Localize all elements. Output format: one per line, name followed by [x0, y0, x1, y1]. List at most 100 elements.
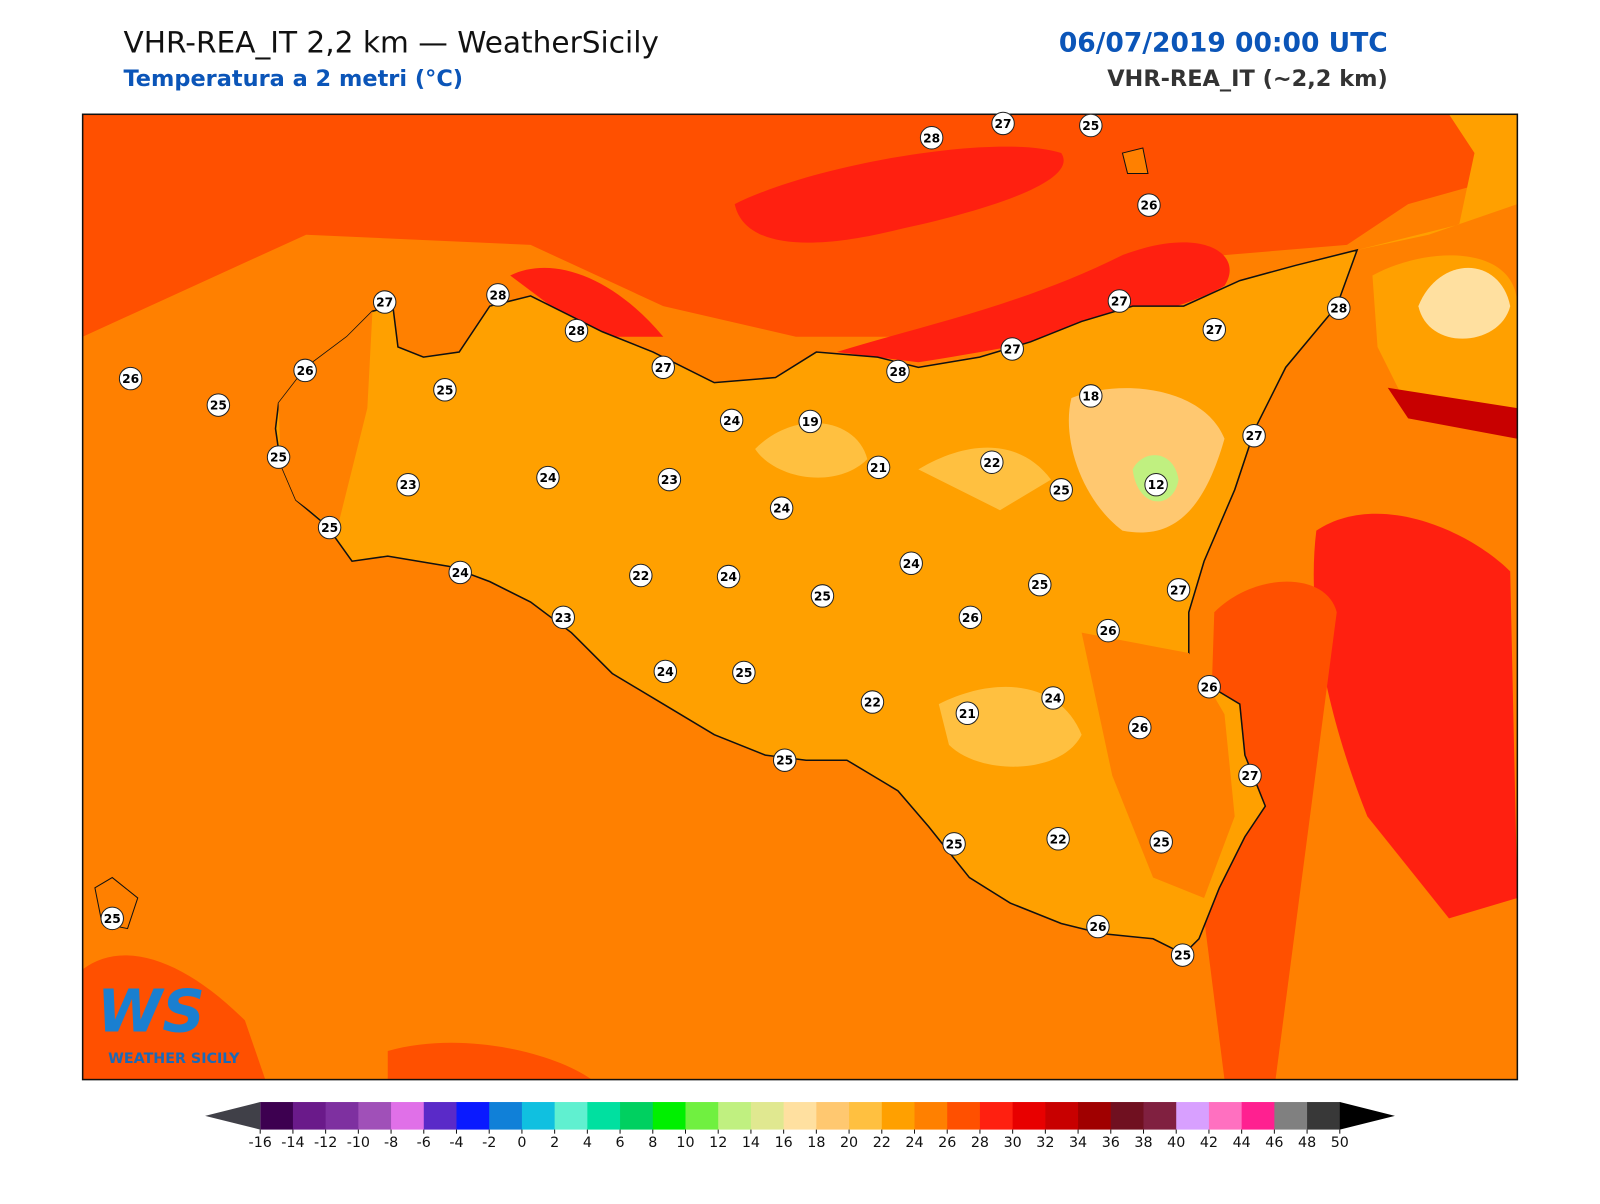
station-value: 19: [802, 415, 819, 429]
colorbar-segment: [1045, 1102, 1079, 1130]
colorbar-tick-label: -6: [417, 1135, 431, 1151]
station-value: 24: [657, 665, 674, 679]
colorbar-tick-label: 8: [648, 1135, 657, 1151]
station-marker: [396, 472, 420, 497]
colorbar-tick-label: 4: [583, 1135, 592, 1151]
colorbar-segment: [456, 1102, 490, 1130]
colorbar-over: [1339, 1102, 1395, 1130]
colorbar-tick-label: 48: [1298, 1135, 1316, 1151]
station-value: 26: [297, 364, 314, 378]
warm-patch: [510, 242, 1230, 363]
station-marker: [1128, 715, 1152, 740]
station-value: 22: [864, 696, 881, 710]
station-marker: [653, 659, 678, 684]
station-value: 27: [376, 296, 393, 310]
colorbar-segment: [750, 1102, 785, 1130]
colorbar-tick-label: -16: [249, 1135, 272, 1151]
colorbar-tick-label: 46: [1265, 1135, 1283, 1151]
station-value: 27: [1170, 583, 1187, 597]
station-value: 24: [773, 502, 790, 516]
station-value: 25: [104, 912, 121, 926]
colorbar-tick-label: -14: [281, 1135, 304, 1151]
cool-patch: [1418, 267, 1511, 339]
colorbar-tick-label: 28: [971, 1135, 989, 1151]
station-value: 26: [962, 611, 979, 625]
colorbar-tick-label: 14: [742, 1135, 760, 1151]
colorbar-tick-label: -10: [347, 1135, 370, 1151]
station-marker: [958, 605, 983, 630]
colorbar-tick-label: 0: [517, 1135, 526, 1151]
colorbar-tick-label: 26: [938, 1135, 956, 1151]
land-warm: [278, 311, 1235, 898]
station-value: 24: [903, 557, 920, 571]
station-marker: [955, 701, 980, 725]
colorbar-tick-label: 22: [873, 1135, 891, 1151]
station-marker: [1049, 478, 1073, 502]
station-marker: [1202, 317, 1227, 342]
colorbar-tick-label: -8: [384, 1135, 398, 1151]
station-marker: [942, 832, 966, 856]
colorbar-segment: [620, 1102, 654, 1130]
station-value: 24: [539, 471, 556, 485]
station-marker: [1046, 827, 1070, 851]
station-value: 28: [568, 324, 585, 338]
colorbar-tick-label: 38: [1134, 1135, 1152, 1151]
colorbar-segment: [947, 1102, 981, 1130]
colorbar-tick-label: 16: [775, 1135, 793, 1151]
colorbar-segment: [587, 1102, 621, 1130]
colorbar-tick-label: 6: [616, 1135, 625, 1151]
station-marker: [118, 366, 143, 391]
station-marker: [657, 467, 682, 492]
colorbar-tick-label: 42: [1200, 1135, 1218, 1151]
colorbar-segment: [1012, 1102, 1046, 1130]
colorbar-segment: [489, 1102, 523, 1130]
station-value: 28: [1330, 302, 1347, 316]
station-marker: [486, 283, 510, 307]
station-marker: [1197, 675, 1221, 699]
station-marker: [1079, 113, 1103, 138]
subtitle: Temperatura a 2 metri (°C): [123, 66, 463, 92]
station-value: 18: [1082, 389, 1099, 403]
colorbar-segment: [1143, 1102, 1177, 1130]
station-value: 27: [655, 361, 672, 375]
station-value: 24: [452, 566, 469, 580]
station-value: 25: [436, 383, 453, 397]
colorbar-tick-label: -12: [314, 1135, 337, 1151]
colorbar-segment: [1241, 1102, 1275, 1130]
station-value: 12: [1148, 478, 1165, 492]
station-marker: [1107, 289, 1132, 313]
station-value: 25: [270, 451, 287, 465]
title: VHR-REA_IT 2,2 km — WeatherSicily: [123, 25, 658, 59]
station-value: 28: [923, 131, 940, 145]
station-value: 27: [995, 117, 1012, 131]
colorbar-tick-label: 34: [1069, 1135, 1087, 1151]
station-marker: [1137, 193, 1161, 217]
station-value: 26: [1089, 920, 1106, 934]
station-value: 27: [1241, 769, 1258, 783]
station-marker: [1327, 296, 1351, 320]
colorbar-segment: [914, 1102, 948, 1130]
station-value: 28: [489, 288, 506, 302]
colorbar-segment: [325, 1102, 359, 1130]
station-value: 25: [1082, 119, 1099, 133]
station-marker: [266, 445, 291, 469]
colorbar-tick-label: -2: [482, 1135, 496, 1151]
station-marker: [651, 355, 675, 380]
colorbar-segment: [652, 1102, 687, 1130]
station-value: 24: [1045, 691, 1062, 705]
station-marker: [991, 111, 1015, 136]
station-value: 25: [1053, 483, 1070, 497]
station-marker: [100, 906, 124, 931]
station-value: 24: [723, 414, 740, 428]
colorbar-tick-label: 2: [550, 1135, 559, 1151]
colorbar-segment: [979, 1102, 1014, 1130]
station-marker: [1079, 384, 1103, 408]
colorbar-segment: [1307, 1102, 1341, 1130]
datetime: 06/07/2019 00:00 UTC: [1059, 27, 1388, 58]
colorbar-tick-label: 40: [1167, 1135, 1185, 1151]
station-value: 25: [210, 399, 227, 413]
station-marker: [1242, 423, 1266, 448]
cool-patch: [755, 422, 1082, 767]
colorbar-segment: [1274, 1102, 1308, 1130]
